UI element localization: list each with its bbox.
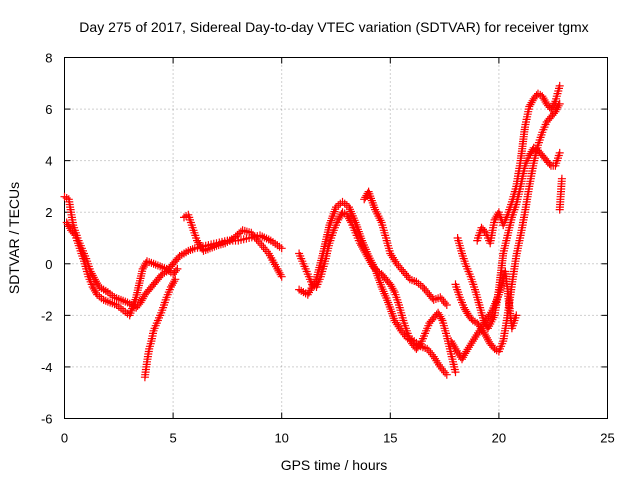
data-point	[439, 366, 448, 375]
x-axis-label: GPS time / hours	[281, 457, 388, 473]
data-point	[257, 241, 266, 250]
data-point	[468, 337, 477, 346]
data-point	[250, 233, 259, 241]
data-point	[394, 261, 403, 270]
data-point	[485, 310, 494, 319]
data-point	[451, 344, 460, 353]
data-point	[170, 277, 179, 286]
data-point	[92, 288, 100, 297]
data-point	[256, 239, 264, 248]
data-point	[277, 244, 286, 253]
axis-ticks: 0 5 10 15 20 25 -6 -4 -2 0 2 4 6 8	[41, 51, 615, 446]
y-axis-label: SDTVAR / TECUs	[6, 182, 22, 294]
data-point	[423, 344, 432, 353]
data-point	[390, 255, 399, 264]
x-tick-label: 25	[600, 431, 614, 446]
data-point	[172, 266, 180, 275]
data-point	[431, 354, 439, 363]
data-point	[386, 249, 395, 258]
x-tick-label: 5	[169, 431, 176, 446]
data-point	[475, 326, 484, 335]
y-tick-label: 0	[45, 257, 52, 272]
data-point	[277, 272, 286, 281]
data-point	[437, 314, 446, 323]
data-point	[554, 101, 563, 110]
data-point	[439, 297, 448, 306]
data-point	[480, 227, 489, 236]
x-tick-label: 15	[383, 431, 397, 446]
data-point	[173, 264, 182, 273]
data-point	[193, 236, 201, 245]
x-tick-label: 20	[492, 431, 506, 446]
data-point	[451, 368, 460, 377]
data-point	[171, 275, 180, 284]
data-point	[550, 99, 559, 108]
data-point	[400, 330, 409, 339]
data-point	[545, 160, 554, 169]
data-point	[391, 318, 400, 327]
data-point	[422, 286, 431, 295]
data-point	[441, 368, 450, 377]
y-tick-label: 2	[45, 205, 52, 220]
data-point	[420, 284, 429, 293]
x-tick-label: 10	[274, 431, 288, 446]
y-tick-label: -4	[41, 360, 53, 375]
data-point	[557, 174, 566, 183]
data-point	[555, 148, 564, 157]
plot-frame	[64, 57, 608, 419]
data-point	[399, 267, 408, 276]
data-point	[441, 299, 450, 308]
data-point	[464, 343, 473, 352]
data-point	[442, 301, 451, 309]
data-point	[69, 229, 78, 238]
data-point	[259, 243, 268, 252]
data-point	[479, 320, 488, 329]
y-tick-label: -2	[41, 308, 53, 323]
data-point	[392, 259, 401, 268]
data-point	[196, 242, 205, 251]
data-point	[397, 265, 406, 274]
data-point	[64, 222, 73, 231]
data-point	[389, 286, 398, 295]
data-point	[555, 81, 564, 90]
chart-title: Day 275 of 2017, Sidereal Day-to-day VTE…	[79, 19, 588, 35]
x-tick-label: 0	[61, 431, 68, 446]
y-tick-label: 8	[45, 51, 52, 66]
y-tick-label: 4	[45, 154, 52, 169]
data-point	[276, 270, 285, 279]
data-points	[60, 81, 566, 382]
y-tick-label: 6	[45, 102, 52, 117]
data-point	[512, 311, 521, 320]
data-point	[261, 245, 270, 254]
y-tick-label: -6	[41, 412, 53, 427]
data-point	[471, 333, 480, 341]
data-point	[481, 316, 490, 325]
data-point	[442, 370, 451, 379]
